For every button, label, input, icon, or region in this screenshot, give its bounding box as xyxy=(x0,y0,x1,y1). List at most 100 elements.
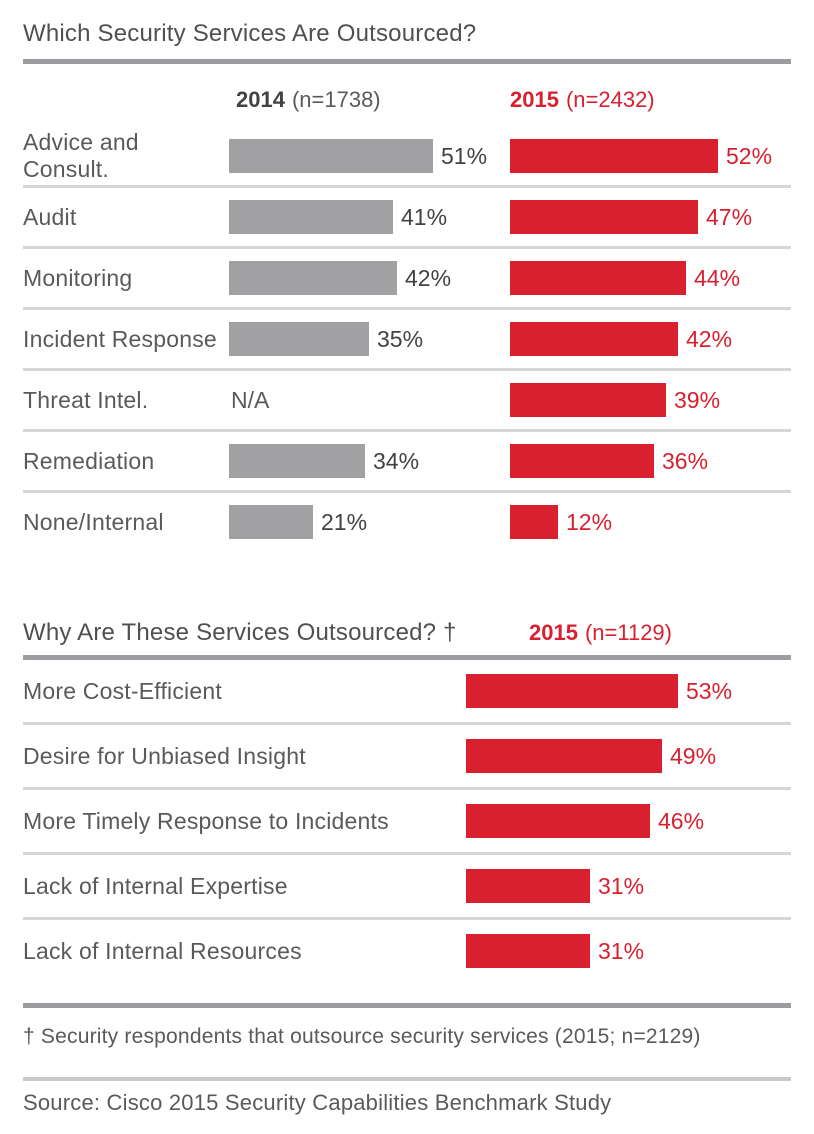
bar-2014 xyxy=(229,200,393,234)
chart2-col-header-2015: 2015 (n=1129) xyxy=(529,620,672,646)
cell-2015: 46% xyxy=(466,804,791,838)
source-rule xyxy=(23,1077,791,1081)
chart2-col-header-2015-year: 2015 xyxy=(529,620,578,645)
na-value-2014: N/A xyxy=(231,386,270,413)
cell-2014: 21% xyxy=(229,505,510,539)
chart2-header: Why Are These Services Outsourced? † 201… xyxy=(23,619,791,647)
chart1-title: Which Security Services Are Outsourced? xyxy=(23,20,477,47)
value-2015: 39% xyxy=(674,386,721,413)
row-label: Audit xyxy=(23,203,77,230)
row-label: Threat Intel. xyxy=(23,386,149,413)
reason-row-unbiased-insight: Desire for Unbiased Insight 49% xyxy=(23,725,791,790)
cell-2015: 31% xyxy=(466,934,791,968)
value-2014: 34% xyxy=(373,447,420,474)
row-label: More Cost-Efficient xyxy=(23,677,222,704)
cell-2015: 44% xyxy=(510,261,791,295)
chart1-column-headers: 2014 (n=1738) 2015 (n=2432) xyxy=(23,86,791,114)
chart2-rows: More Cost-Efficient 53% Desire for Unbia… xyxy=(23,660,791,982)
bar-2014 xyxy=(229,444,365,478)
value-2015: 44% xyxy=(694,264,741,291)
reason-row-cost-efficient: More Cost-Efficient 53% xyxy=(23,660,791,725)
cell-2014: 51% xyxy=(229,139,510,173)
cell-2014: 34% xyxy=(229,444,510,478)
cell-2015: 39% xyxy=(510,383,791,417)
chart1-rows: Advice and Consult. 51% 52% Audit 41% 47… xyxy=(23,127,791,551)
cell-2015: 49% xyxy=(466,739,791,773)
source: Source: Cisco 2015 Security Capabilities… xyxy=(23,1090,612,1115)
col-header-2014: 2014 (n=1738) xyxy=(229,87,510,113)
value-2015: 53% xyxy=(686,677,733,704)
value-2015: 31% xyxy=(598,937,645,964)
value-2014: 35% xyxy=(377,325,424,352)
cell-2015: 47% xyxy=(510,200,791,234)
reason-row-lack-resources: Lack of Internal Resources 31% xyxy=(23,920,791,982)
service-row-advice: Advice and Consult. 51% 52% xyxy=(23,127,791,188)
value-2015: 52% xyxy=(726,142,773,169)
chart2-title-rule xyxy=(23,655,791,660)
row-label: More Timely Response to Incidents xyxy=(23,807,389,834)
service-row-incident-response: Incident Response 35% 42% xyxy=(23,310,791,371)
value-2014: 21% xyxy=(321,508,368,535)
row-label: Desire for Unbiased Insight xyxy=(23,742,306,769)
service-row-none-internal: None/Internal 21% 12% xyxy=(23,493,791,551)
bar-2014 xyxy=(229,322,369,356)
cell-2014: N/A xyxy=(229,387,510,414)
service-row-monitoring: Monitoring 42% 44% xyxy=(23,249,791,310)
cell-2014: 41% xyxy=(229,200,510,234)
value-2014: 51% xyxy=(441,142,488,169)
bar-2014 xyxy=(229,261,397,295)
value-2015: 12% xyxy=(566,508,613,535)
bar-2015 xyxy=(466,739,662,773)
col-header-2015: 2015 (n=2432) xyxy=(510,87,791,113)
row-label: Lack of Internal Expertise xyxy=(23,872,288,899)
cell-2015: 31% xyxy=(466,869,791,903)
service-row-remediation: Remediation 34% 36% xyxy=(23,432,791,493)
col-header-2014-year: 2014 xyxy=(236,87,285,112)
value-2015: 47% xyxy=(706,203,753,230)
row-label: Monitoring xyxy=(23,264,133,291)
bar-2015 xyxy=(510,322,678,356)
service-row-audit: Audit 41% 47% xyxy=(23,188,791,249)
cell-2015: 42% xyxy=(510,322,791,356)
bar-2015 xyxy=(510,444,654,478)
chart2-col-header-2015-n: (n=1129) xyxy=(584,620,672,645)
col-header-2015-year: 2015 xyxy=(510,87,559,112)
value-2015: 42% xyxy=(686,325,733,352)
bar-2015 xyxy=(510,200,698,234)
value-2015: 46% xyxy=(658,807,705,834)
reason-row-lack-expertise: Lack of Internal Expertise 31% xyxy=(23,855,791,920)
bar-2014 xyxy=(229,505,313,539)
cell-2015: 36% xyxy=(510,444,791,478)
bar-2014 xyxy=(229,139,433,173)
chart2-title: Why Are These Services Outsourced? † xyxy=(23,619,457,646)
col-header-2014-n: (n=1738) xyxy=(291,87,381,112)
bar-2015 xyxy=(466,869,590,903)
bar-2015 xyxy=(510,261,686,295)
cell-2015: 52% xyxy=(510,139,791,173)
col-header-2015-n: (n=2432) xyxy=(565,87,655,112)
value-2014: 42% xyxy=(405,264,452,291)
footnote: † Security respondents that outsource se… xyxy=(23,1025,701,1048)
bar-2015 xyxy=(466,934,590,968)
value-2015: 36% xyxy=(662,447,709,474)
bar-2015 xyxy=(510,505,558,539)
row-label: Advice and Consult. xyxy=(23,129,139,182)
row-label: Remediation xyxy=(23,447,155,474)
footnote-rule xyxy=(23,1003,791,1008)
row-label: Lack of Internal Resources xyxy=(23,937,302,964)
cell-2014: 42% xyxy=(229,261,510,295)
row-label: Incident Response xyxy=(23,325,217,352)
value-2014: 41% xyxy=(401,203,448,230)
value-2015: 49% xyxy=(670,742,717,769)
bar-2015 xyxy=(466,804,650,838)
bar-2015 xyxy=(510,139,718,173)
bar-2015 xyxy=(466,674,678,708)
bar-2015 xyxy=(510,383,666,417)
service-row-threat-intel: Threat Intel. N/A 39% xyxy=(23,371,791,432)
chart1-title-rule xyxy=(23,59,791,64)
cell-2015: 12% xyxy=(510,505,791,539)
row-label: None/Internal xyxy=(23,508,164,535)
cell-2014: 35% xyxy=(229,322,510,356)
value-2015: 31% xyxy=(598,872,645,899)
